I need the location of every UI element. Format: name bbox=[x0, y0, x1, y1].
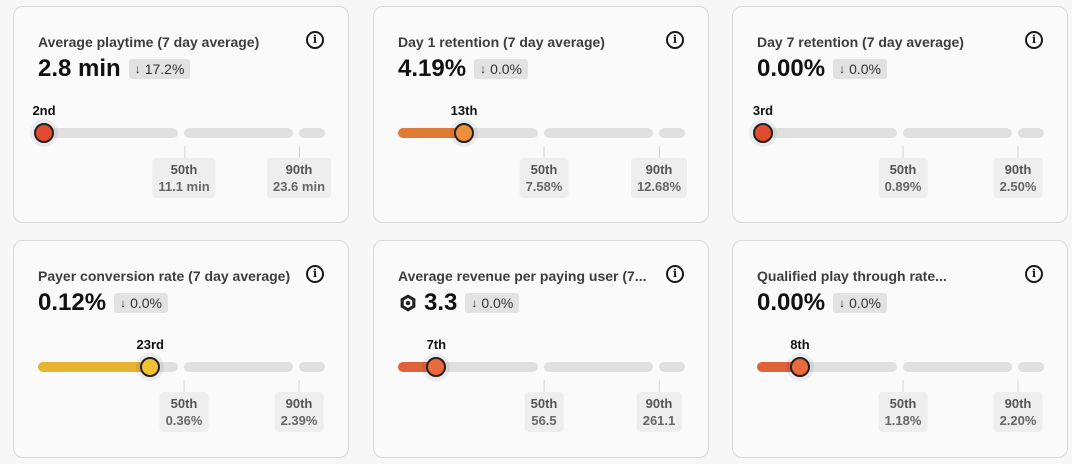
percentile-track bbox=[299, 128, 325, 138]
rank-label: 23rd bbox=[136, 337, 164, 352]
metric-card-arppu: Average revenue per paying user (7... i … bbox=[373, 240, 709, 458]
card-title: Payer conversion rate (7 day average) bbox=[38, 268, 291, 284]
benchmark-50th: 50th 11.1 min bbox=[152, 146, 216, 198]
delta-badge: ↓ 17.2% bbox=[128, 59, 191, 79]
benchmark-90th: 90th 261.1 bbox=[636, 380, 682, 432]
benchmark-90th: 90th 2.50% bbox=[993, 146, 1043, 198]
benchmark-90th: 90th 23.6 min bbox=[266, 146, 332, 198]
percentile-track bbox=[1018, 362, 1044, 372]
percentile-track bbox=[757, 128, 897, 138]
rank-label: 3rd bbox=[752, 103, 774, 118]
benchmark-50th: 50th 0.89% bbox=[878, 146, 928, 198]
percentile-marker bbox=[140, 357, 161, 377]
metric-value: 4.19% bbox=[398, 55, 467, 82]
percentile-track bbox=[38, 128, 178, 138]
card-title: Day 1 retention (7 day average) bbox=[398, 34, 605, 50]
percentile-track bbox=[1018, 128, 1044, 138]
benchmark-90th: 90th 2.39% bbox=[274, 380, 324, 432]
percentile-track bbox=[903, 362, 1012, 372]
info-icon[interactable]: i bbox=[306, 265, 324, 283]
info-icon[interactable]: i bbox=[306, 31, 324, 49]
percentile-track bbox=[544, 128, 653, 138]
rank-label: 8th bbox=[790, 337, 810, 352]
metric-value: 3.3 bbox=[424, 289, 458, 316]
info-icon[interactable]: i bbox=[666, 31, 684, 49]
rank-label: 2nd bbox=[32, 103, 56, 118]
card-title: Average playtime (7 day average) bbox=[38, 34, 260, 50]
percentile-track bbox=[184, 362, 293, 372]
metric-value: 2.8 min bbox=[38, 55, 121, 82]
percentile-track bbox=[398, 362, 538, 372]
percentile-track bbox=[757, 362, 897, 372]
arrow-down-icon: ↓ bbox=[480, 62, 487, 76]
benchmark-50th: 50th 7.58% bbox=[519, 146, 569, 198]
arrow-down-icon: ↓ bbox=[839, 296, 846, 310]
arrow-down-icon: ↓ bbox=[839, 62, 846, 76]
metric-card-payer-conversion: Payer conversion rate (7 day average) i … bbox=[13, 240, 349, 458]
arrow-down-icon: ↓ bbox=[120, 296, 127, 310]
percentile-track bbox=[184, 128, 293, 138]
percentile-track bbox=[903, 128, 1012, 138]
robux-icon bbox=[400, 294, 416, 312]
percentile-marker bbox=[789, 357, 810, 377]
metric-value: 0.00% bbox=[757, 55, 826, 82]
percentile-track bbox=[544, 362, 653, 372]
rank-label: 7th bbox=[426, 337, 447, 352]
percentile-track bbox=[299, 362, 325, 372]
percentile-marker bbox=[426, 357, 447, 377]
delta-badge: ↓ 0.0% bbox=[474, 59, 528, 79]
benchmark-50th: 50th 56.5 bbox=[524, 380, 564, 432]
arrow-down-icon: ↓ bbox=[134, 62, 141, 76]
card-title: Qualified play through rate... bbox=[757, 268, 947, 284]
delta-badge: ↓ 0.0% bbox=[465, 293, 520, 313]
percentile-marker bbox=[753, 123, 773, 143]
metric-card-qualified-play-through: Qualified play through rate... i 0.00% ↓… bbox=[732, 240, 1068, 458]
benchmark-90th: 90th 2.20% bbox=[993, 380, 1043, 432]
rank-label: 13th bbox=[450, 103, 478, 118]
metric-card-average-playtime: Average playtime (7 day average) i 2.8 m… bbox=[13, 6, 349, 223]
percentile-fill bbox=[398, 128, 465, 138]
arrow-down-icon: ↓ bbox=[471, 296, 478, 310]
delta-badge: ↓ 0.0% bbox=[114, 293, 168, 313]
card-title: Average revenue per paying user (7... bbox=[398, 268, 647, 284]
percentile-marker bbox=[34, 123, 54, 143]
info-icon[interactable]: i bbox=[1025, 265, 1043, 283]
delta-badge: ↓ 0.0% bbox=[833, 293, 887, 313]
percentile-fill bbox=[398, 362, 437, 372]
percentile-fill bbox=[757, 362, 800, 372]
benchmark-50th: 50th 0.36% bbox=[159, 380, 209, 432]
info-icon[interactable]: i bbox=[1025, 31, 1043, 49]
benchmark-90th: 90th 12.68% bbox=[630, 146, 688, 198]
percentile-fill bbox=[38, 362, 151, 372]
percentile-track bbox=[659, 128, 685, 138]
benchmark-50th: 50th 1.18% bbox=[878, 380, 928, 432]
card-title: Day 7 retention (7 day average) bbox=[757, 34, 964, 50]
metric-card-day7-retention: Day 7 retention (7 day average) i 0.00% … bbox=[732, 6, 1068, 223]
delta-badge: ↓ 0.0% bbox=[833, 59, 887, 79]
percentile-track bbox=[659, 362, 685, 372]
metric-card-day1-retention: Day 1 retention (7 day average) i 4.19% … bbox=[373, 6, 709, 223]
metric-value: 0.12% bbox=[38, 289, 107, 316]
percentile-marker bbox=[454, 123, 475, 143]
info-icon[interactable]: i bbox=[666, 265, 684, 283]
metric-value: 0.00% bbox=[757, 289, 826, 316]
